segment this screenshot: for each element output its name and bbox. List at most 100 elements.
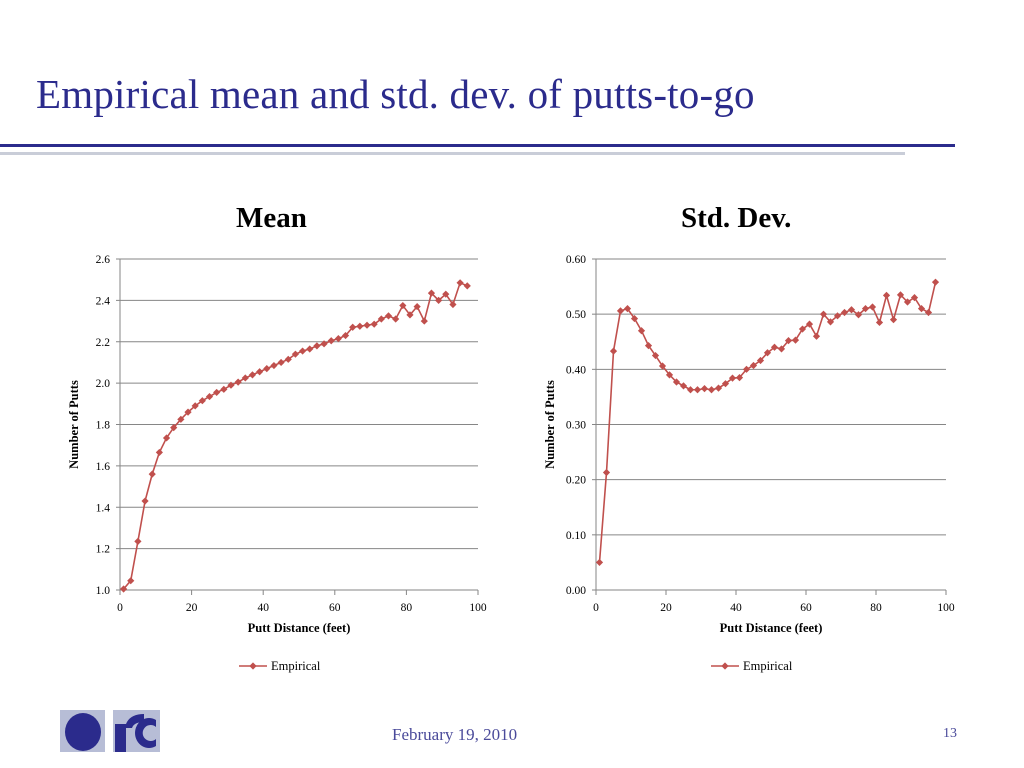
std-dev-chart-title: Std. Dev. xyxy=(681,202,792,234)
x-tick-label: 40 xyxy=(730,602,742,614)
data-point-marker xyxy=(630,314,639,323)
data-point-marker xyxy=(449,300,457,309)
data-point-marker xyxy=(672,378,681,386)
data-point-marker xyxy=(749,361,758,370)
mean-chart-title: Mean xyxy=(236,202,307,234)
y-tick-label: 1.4 xyxy=(96,502,111,514)
data-point-marker xyxy=(277,358,285,367)
data-point-marker xyxy=(826,318,835,326)
y-tick-label: 0.50 xyxy=(566,309,586,321)
y-tick-label: 2.4 xyxy=(96,295,111,307)
data-point-marker xyxy=(595,558,604,567)
y-tick-label: 0.40 xyxy=(566,364,586,376)
x-tick-label: 100 xyxy=(469,602,487,614)
data-point-marker xyxy=(392,315,400,323)
y-tick-label: 0.30 xyxy=(566,420,586,432)
page-number: 13 xyxy=(943,726,957,741)
data-point-marker xyxy=(693,386,702,394)
y-tick-label: 0.60 xyxy=(566,254,586,266)
footer-date: February 19, 2010 xyxy=(392,725,518,744)
data-point-marker xyxy=(784,337,793,345)
data-point-marker xyxy=(420,317,428,325)
diamond-marker-icon xyxy=(721,662,729,670)
data-point-marker xyxy=(924,308,933,317)
data-point-marker xyxy=(812,332,821,340)
x-axis-title: Putt Distance (feet) xyxy=(248,621,351,635)
data-point-marker xyxy=(141,497,149,505)
data-point-marker xyxy=(833,312,842,320)
data-point-marker xyxy=(756,356,765,365)
data-point-marker xyxy=(234,378,242,386)
mean-chart: 1.0 1.2 1.4 1.6 1.8 2.0 2.2 2.4 2.6 0 20 40 60 80 100 P… xyxy=(67,254,487,673)
y-axis-title: Number of Putts xyxy=(543,380,557,469)
data-point-marker xyxy=(840,308,849,317)
x-axis-title: Putt Distance (feet) xyxy=(720,621,823,635)
y-tick-label: 1.2 xyxy=(96,544,111,556)
data-point-marker xyxy=(427,289,436,297)
y-tick-label: 1.8 xyxy=(96,420,111,432)
data-point-marker xyxy=(384,312,393,320)
data-point-marker xyxy=(213,388,221,397)
data-point-marker xyxy=(456,279,464,287)
data-point-marker xyxy=(148,470,156,478)
data-point-marker xyxy=(220,385,228,393)
x-tick-label: 40 xyxy=(257,602,269,614)
data-point-marker xyxy=(341,331,350,340)
data-point-marker xyxy=(248,371,257,379)
data-point-marker xyxy=(875,318,884,327)
x-tick-label: 60 xyxy=(800,602,812,614)
data-point-marker xyxy=(442,290,450,298)
data-point-marker xyxy=(177,415,185,423)
y-axis-title: Number of Putts xyxy=(67,380,81,469)
data-point-marker xyxy=(334,335,342,343)
x-tick-label: 60 xyxy=(329,602,341,614)
data-point-marker xyxy=(377,315,385,323)
data-point-marker xyxy=(155,448,163,457)
data-point-marker xyxy=(241,374,249,382)
y-tick-label: 2.0 xyxy=(96,378,111,390)
y-tick-label: 0.10 xyxy=(566,530,586,542)
data-point-marker xyxy=(707,386,716,394)
std-dev-chart: 0.00 0.10 0.20 0.30 0.40 0.50 0.60 0 20 40 60 80 100… xyxy=(543,254,955,673)
y-tick-label: 2.6 xyxy=(96,254,111,266)
data-point-marker xyxy=(896,291,905,299)
x-tick-label: 80 xyxy=(870,602,882,614)
data-point-marker xyxy=(700,385,709,393)
x-tick-label: 0 xyxy=(593,602,599,614)
y-tick-label: 1.0 xyxy=(96,585,111,597)
y-tick-label: 2.2 xyxy=(96,337,111,349)
data-point-marker xyxy=(463,282,471,290)
organization-logo-icon xyxy=(60,710,160,752)
data-point-marker xyxy=(868,303,877,311)
y-tick-label: 0.20 xyxy=(566,475,586,487)
data-point-marker xyxy=(805,320,814,328)
diamond-marker-icon xyxy=(249,662,257,670)
legend-label: Empirical xyxy=(271,659,321,673)
data-point-marker xyxy=(763,349,772,357)
data-point-marker xyxy=(306,345,314,353)
data-point-marker xyxy=(119,585,128,593)
data-point-marker xyxy=(889,316,898,324)
x-tick-label: 80 xyxy=(401,602,413,614)
data-point-marker xyxy=(205,392,214,401)
data-point-marker xyxy=(399,301,407,310)
x-tick-label: 20 xyxy=(660,602,672,614)
x-tick-label: 20 xyxy=(186,602,198,614)
data-point-marker xyxy=(435,296,443,304)
data-point-marker xyxy=(609,347,618,355)
title-underline-shadow xyxy=(0,152,905,155)
data-point-marker xyxy=(735,374,744,382)
series-line xyxy=(598,281,937,563)
data-point-marker xyxy=(363,321,371,329)
data-point-marker xyxy=(686,386,695,394)
data-point-marker xyxy=(298,347,307,355)
x-tick-label: 0 xyxy=(117,602,123,614)
data-point-marker xyxy=(356,322,364,330)
data-point-marker xyxy=(770,343,779,351)
data-point-marker xyxy=(134,537,142,545)
legend-label: Empirical xyxy=(743,659,793,673)
x-tick-label: 100 xyxy=(937,602,955,614)
y-tick-label: 1.6 xyxy=(96,461,111,473)
data-point-marker xyxy=(854,311,863,319)
series-line xyxy=(122,281,468,590)
